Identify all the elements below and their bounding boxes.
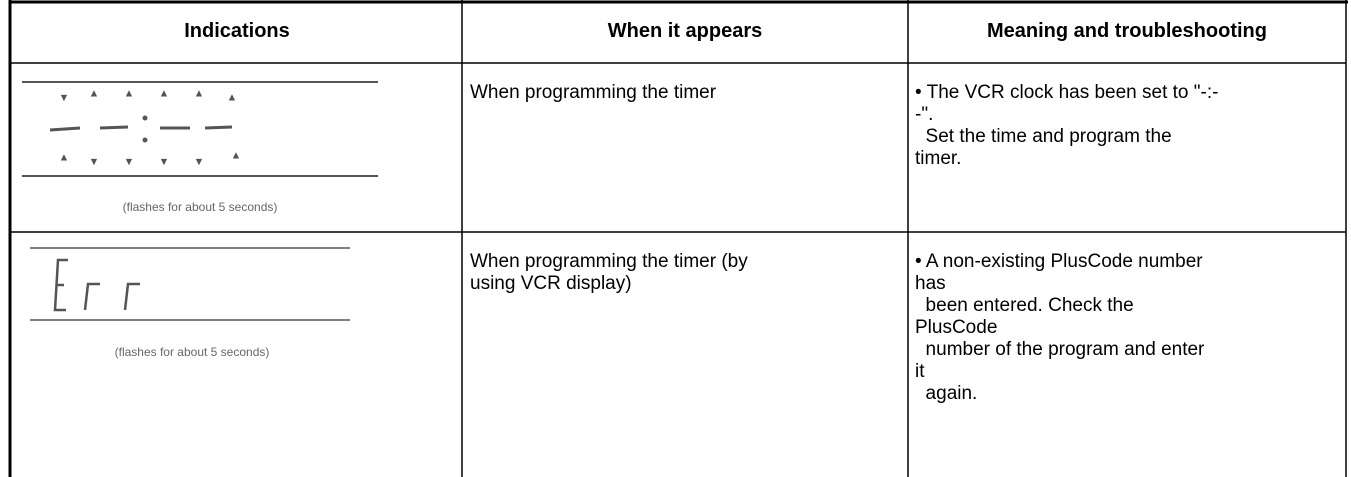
meaning-line: has [915,273,946,294]
svg-text:▼: ▼ [125,157,133,166]
when-line: using VCR display) [470,273,632,294]
header: When it appears [607,20,763,42]
svg-text:▲: ▲ [90,89,98,98]
meaning-line: been entered. Check the [915,295,1134,316]
when-line: When programming the timer (by [470,251,748,272]
meaning-line: Set the time and program the [915,126,1172,147]
header: Indications [184,20,290,42]
lcd-display-1: ▼ ▲ ▲ ▲ ▲ ▲ ▲ ▼ ▼ ▼ ▼ ▲ [22,81,378,177]
meaning-line: number of the program and enter [915,339,1205,360]
lcd-display-2 [30,247,350,321]
meaning-line: again. [915,383,978,404]
svg-text:▲: ▲ [228,93,236,102]
meaning-line: PlusCode [915,317,998,338]
svg-text:▲: ▲ [160,89,168,98]
caption: (flashes for about 5 seconds) [114,345,270,359]
caption: (flashes for about 5 seconds) [122,200,278,214]
meaning-line: • A non-existing PlusCode number [915,251,1203,272]
svg-text:▲: ▲ [232,151,240,160]
svg-text:▼: ▼ [160,157,168,166]
svg-text:▼: ▼ [60,93,68,102]
header: Meaning and troubleshooting [987,20,1267,42]
svg-text:▲: ▲ [60,153,68,162]
svg-text:▲: ▲ [125,89,133,98]
svg-text:▼: ▼ [195,157,203,166]
meaning-line: • The VCR clock has been set to "-:- [915,82,1219,103]
when-line: When programming the timer [470,82,717,103]
meaning-line: it [915,361,925,382]
meaning-line: timer. [915,148,962,169]
svg-text:▲: ▲ [195,89,203,98]
meaning-line: -". [915,104,934,125]
svg-text:▼: ▼ [90,157,98,166]
